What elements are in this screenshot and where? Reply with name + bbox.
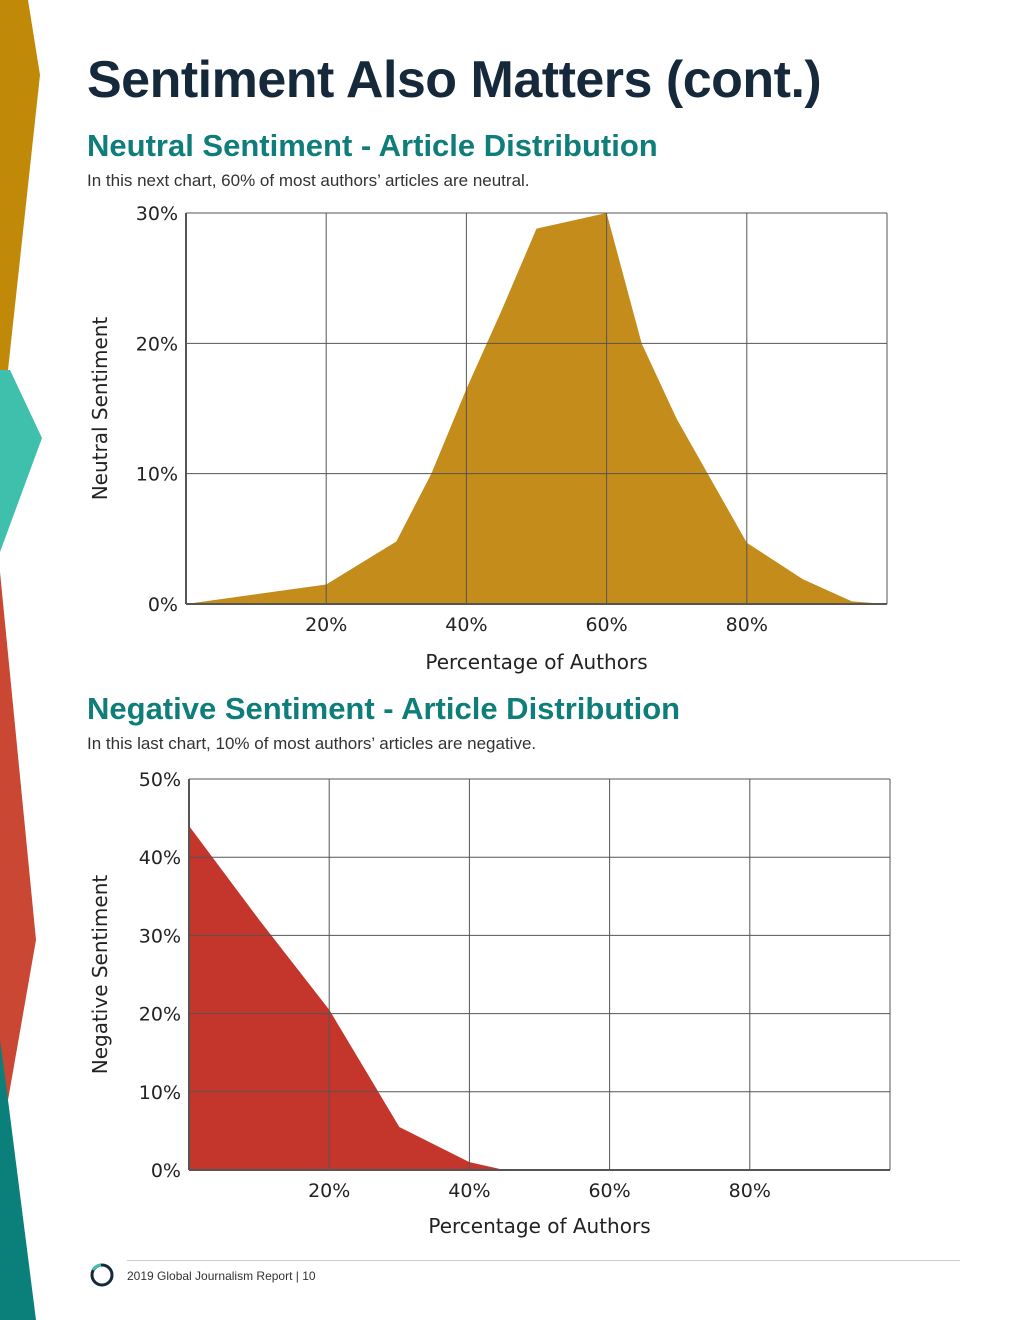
negative-y-tick-label: 30% [139, 925, 181, 947]
negative-y-tick-label: 10% [139, 1082, 181, 1104]
neutral-x-tick-label: 40% [445, 614, 487, 636]
neutral-x-axis-title: Percentage of Authors [425, 650, 647, 674]
deco-teal-dark-shape [0, 1040, 36, 1320]
deco-gold-shape [0, 0, 40, 370]
negative-x-tick-label: 60% [588, 1180, 630, 1202]
ring-logo-icon [90, 1263, 114, 1287]
negative-y-tick-label: 0% [151, 1160, 181, 1182]
neutral-y-axis-title: Neutral Sentiment [88, 317, 112, 501]
negative-x-axis-title: Percentage of Authors [428, 1214, 650, 1238]
negative-section-title: Negative Sentiment - Article Distributio… [87, 691, 681, 726]
side-decoration [0, 0, 42, 1320]
negative-y-tick-label: 20% [139, 1004, 181, 1026]
footer-divider [127, 1260, 960, 1261]
negative-x-tick-label: 20% [308, 1180, 350, 1202]
page-title: Sentiment Also Matters (cont.) [87, 51, 822, 109]
neutral-section-title: Neutral Sentiment - Article Distribution [87, 128, 658, 163]
neutral-section-description: In this next chart, 60% of most authors’… [87, 171, 530, 190]
neutral-area-series [186, 213, 887, 604]
neutral-x-tick-label: 80% [726, 614, 768, 636]
negative-sentiment-chart: 0% 10% 20% 30% 40% 50% 20% 40% 60% 80% Percentage … [88, 769, 891, 1238]
neutral-y-tick-label: 0% [148, 594, 178, 616]
neutral-y-tick-label: 20% [136, 333, 178, 355]
negative-y-tick-label: 50% [139, 769, 181, 791]
negative-y-axis-title: Negative Sentiment [88, 875, 112, 1075]
neutral-y-tick-label: 30% [136, 203, 178, 225]
neutral-sentiment-chart: 0% 10% 20% 30% 20% 40% 60% 80% Percentage of Aut… [88, 203, 888, 674]
negative-x-tick-label: 40% [448, 1180, 490, 1202]
negative-section-description: In this last chart, 10% of most authors’… [87, 734, 537, 753]
negative-x-tick-label: 80% [729, 1180, 771, 1202]
deco-red-shape [0, 572, 36, 1100]
footer-text: 2019 Global Journalism Report | 10 [127, 1269, 316, 1283]
neutral-x-tick-label: 20% [305, 614, 347, 636]
negative-y-tick-label: 40% [139, 847, 181, 869]
neutral-y-tick-label: 10% [136, 464, 178, 486]
negative-area-series [189, 825, 890, 1170]
neutral-x-tick-label: 60% [585, 614, 627, 636]
deco-teal-light-shape [0, 370, 42, 552]
